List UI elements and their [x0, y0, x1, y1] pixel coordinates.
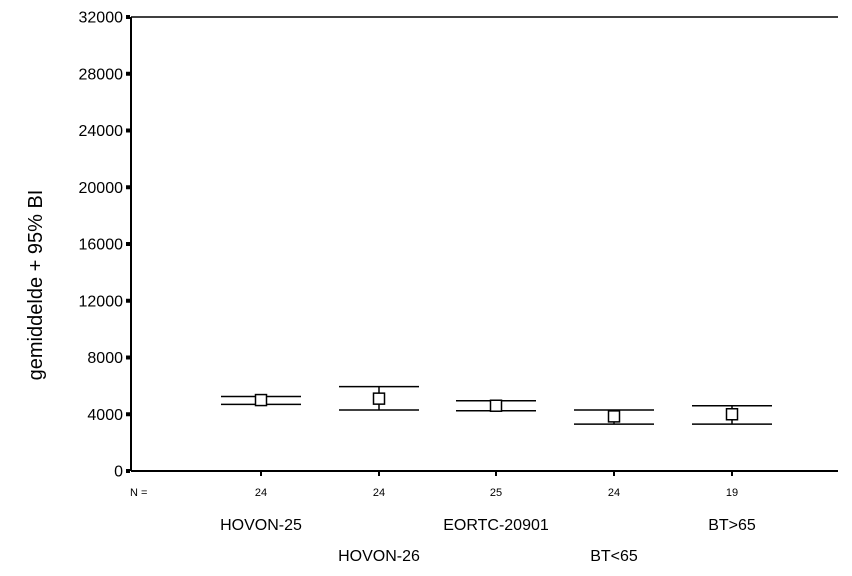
- y-tick-label: 32000: [79, 10, 124, 27]
- y-tick-label: 28000: [79, 66, 124, 83]
- y-tick-label: 8000: [87, 350, 123, 367]
- n-count-label: 24: [255, 487, 267, 499]
- y-axis: 0 4000 8000 12000 16000 20000 24000 28000 32000: [79, 10, 130, 481]
- error-bar-group: [574, 409, 654, 425]
- error-bars: [221, 385, 772, 425]
- error-bar-group: [221, 393, 301, 407]
- y-tick-label: 16000: [79, 237, 124, 254]
- error-bar-group: [339, 385, 419, 411]
- y-tick-mark: [126, 242, 130, 246]
- x-category-label: BT>65: [708, 517, 756, 534]
- mean-marker: [489, 399, 503, 412]
- n-count-label: 25: [490, 487, 502, 499]
- mean-marker: [372, 392, 386, 405]
- y-tick-mark: [126, 469, 130, 473]
- y-tick-label: 4000: [87, 407, 123, 424]
- y-tick-mark: [126, 355, 130, 360]
- plot-frame: [130, 16, 838, 472]
- y-tick-mark: [126, 298, 130, 303]
- error-bar-group: [692, 404, 772, 425]
- y-tick-mark: [126, 128, 130, 133]
- x-category-label: HOVON-26: [338, 548, 420, 565]
- x-category-label: EORTC-20901: [443, 517, 549, 534]
- y-tick-mark: [126, 412, 130, 417]
- y-axis-title: gemiddelde + 95% BI: [25, 190, 47, 381]
- y-tick-label: 12000: [79, 293, 124, 310]
- n-count-label: 19: [726, 487, 738, 499]
- y-tick-mark: [126, 15, 130, 19]
- error-bar-group: [456, 399, 536, 412]
- n-count-label: 24: [373, 487, 385, 499]
- mean-marker: [254, 393, 268, 407]
- mean-marker: [725, 408, 739, 421]
- x-category-label: HOVON-25: [220, 517, 302, 534]
- n-count-label: 24: [608, 487, 620, 499]
- mean-marker: [607, 410, 621, 423]
- y-tick-mark: [126, 71, 130, 76]
- x-category-label: BT<65: [590, 548, 638, 565]
- x-axis: N = 24 HOVON-25 24 HOVON-26 25 EORTC-20901 24 BT…: [130, 471, 756, 565]
- n-prefix-label: N =: [130, 487, 147, 499]
- y-tick-mark: [126, 185, 130, 190]
- y-tick-label: 24000: [79, 123, 124, 140]
- y-tick-label: 0: [114, 464, 123, 481]
- y-tick-label: 20000: [79, 180, 124, 197]
